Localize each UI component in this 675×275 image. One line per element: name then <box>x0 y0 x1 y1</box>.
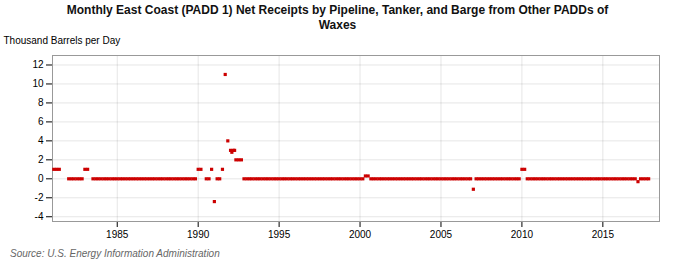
svg-text:Thousand Barrels per Day: Thousand Barrels per Day <box>4 35 121 46</box>
html-text:Source: U.S. Energy Informatio: Source: U.S. Energy Information Administ… <box>10 248 220 259</box>
svg-text:2005: 2005 <box>430 229 453 240</box>
svg-text:1990: 1990 <box>187 229 210 240</box>
svg-text:-2: -2 <box>35 192 44 203</box>
svg-text:10: 10 <box>32 78 44 89</box>
svg-text:1995: 1995 <box>268 229 291 240</box>
svg-text:2: 2 <box>38 154 44 165</box>
svg-text:12: 12 <box>32 59 44 70</box>
svg-text:2015: 2015 <box>592 229 615 240</box>
svg-text:-4: -4 <box>35 211 44 222</box>
svg-text:6: 6 <box>38 116 44 127</box>
svg-text:2000: 2000 <box>349 229 372 240</box>
svg-text:8: 8 <box>38 97 44 108</box>
html-text:Monthly East Coast (PADD 1) Ne: Monthly East Coast (PADD 1) Net Receipts… <box>66 3 609 32</box>
svg-text:2010: 2010 <box>511 229 534 240</box>
svg-text:4: 4 <box>38 135 44 146</box>
svg-text:0: 0 <box>38 173 44 184</box>
svg-text:1985: 1985 <box>106 229 129 240</box>
